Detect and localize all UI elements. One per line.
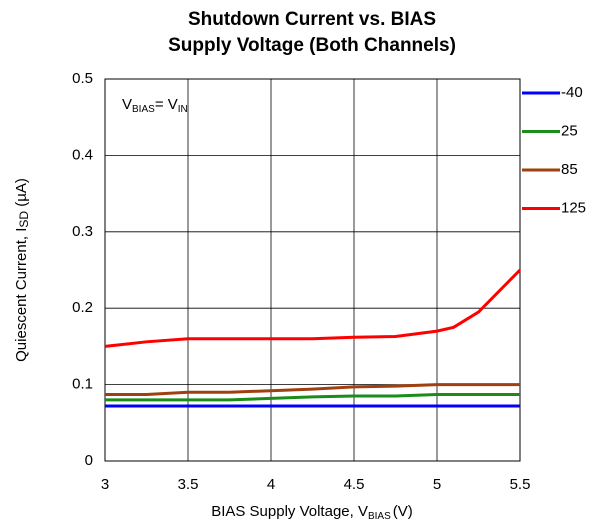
x-axis-label-unit: (V) <box>393 503 413 520</box>
annotation: VBIAS= VIN <box>122 96 188 115</box>
series-line <box>105 383 520 397</box>
y-axis-label: Quiescent Current, ISD (µA) <box>13 178 31 362</box>
annotation-sub: IN <box>178 104 188 115</box>
legend-label: 25 <box>561 122 578 139</box>
y-tick-label: 0 <box>85 452 93 469</box>
y-tick-label: 0.3 <box>72 223 93 240</box>
chart-title: Supply Voltage (Both Channels) <box>168 35 456 56</box>
legend-label: 85 <box>561 161 578 178</box>
x-axis-label: BIAS Supply Voltage, VBIAS (V) <box>211 503 413 522</box>
annotation-sub: BIAS <box>132 104 155 115</box>
series-line <box>105 393 520 402</box>
legend-label: -40 <box>561 84 583 101</box>
y-axis-label-text: Quiescent Current, I <box>13 228 30 362</box>
annotation-text: = V <box>155 96 178 113</box>
y-tick-label: 0.1 <box>72 376 93 393</box>
y-axis-label-sub: SD <box>17 211 31 228</box>
y-tick-label: 0.5 <box>72 70 93 87</box>
y-tick-label: 0.4 <box>72 146 93 163</box>
y-tick-label: 0.2 <box>72 299 93 316</box>
legend-label: 125 <box>561 199 586 216</box>
x-tick-label: 5 <box>433 476 441 493</box>
x-axis-label-text: BIAS Supply Voltage, V <box>211 503 368 520</box>
x-tick-label: 5.5 <box>510 476 531 493</box>
x-axis-label-sub: BIAS <box>368 511 391 522</box>
x-tick-label: 3 <box>101 476 109 493</box>
y-axis-label-unit: (µA) <box>13 178 30 211</box>
chart-title: Shutdown Current vs. BIAS <box>188 9 436 30</box>
x-tick-label: 3.5 <box>178 476 199 493</box>
plot-border <box>104 78 521 462</box>
x-tick-label: 4 <box>267 476 275 493</box>
x-tick-label: 4.5 <box>344 476 365 493</box>
series-line <box>104 268 522 348</box>
annotation-text: V <box>122 96 132 113</box>
